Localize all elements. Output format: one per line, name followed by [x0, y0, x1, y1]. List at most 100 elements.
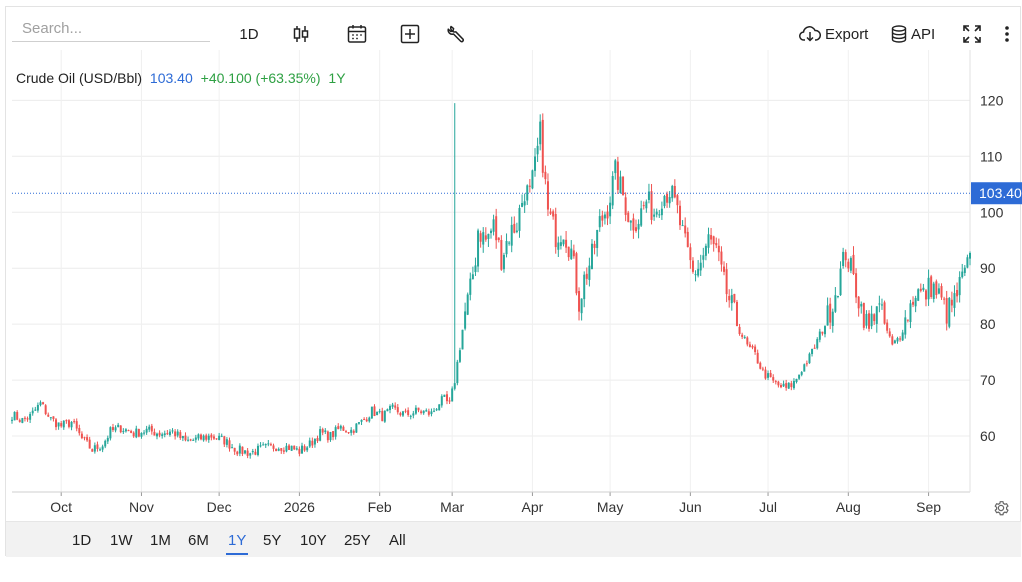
range-1d[interactable]: 1D — [72, 532, 92, 549]
add-indicator-icon[interactable] — [398, 20, 422, 48]
candle-body — [554, 213, 557, 248]
candle-body — [137, 429, 140, 437]
last-price-label: 103.40 — [979, 185, 1022, 201]
candle-body — [417, 407, 420, 411]
candle-body — [500, 239, 503, 270]
candle-body — [60, 423, 63, 427]
candle-body — [811, 348, 814, 355]
candle-body — [101, 446, 104, 450]
legend-price: 103.40 — [149, 70, 193, 86]
candle-body — [557, 242, 560, 250]
candle-body — [477, 230, 480, 267]
range-25y[interactable]: 25Y — [344, 532, 371, 549]
candle-body — [179, 432, 182, 439]
candle-body — [583, 274, 586, 300]
candle-body — [572, 250, 575, 257]
calendar-icon[interactable] — [345, 20, 369, 48]
candle-body — [181, 435, 184, 439]
range-1w[interactable]: 1W — [110, 532, 133, 549]
y-tick-label: 110 — [980, 148, 1003, 164]
candle-body — [663, 195, 666, 207]
candle-body — [207, 435, 210, 440]
candle-body — [31, 410, 34, 414]
x-tick-label: Feb — [368, 499, 392, 515]
candle-body — [917, 289, 920, 301]
candle-body — [627, 212, 630, 222]
candle-body — [956, 290, 959, 297]
candle-body — [399, 413, 402, 416]
candle-body — [803, 364, 806, 372]
candle-body — [777, 381, 780, 386]
candle-body — [948, 297, 951, 327]
candle-body — [790, 383, 793, 388]
wrench-icon[interactable] — [445, 20, 469, 48]
candle-body — [645, 201, 648, 209]
candle-body — [578, 290, 581, 312]
candle-body — [117, 424, 120, 428]
candle-body — [155, 433, 158, 437]
candle-body — [878, 303, 881, 305]
candle-body — [541, 119, 544, 173]
candle-body — [761, 368, 764, 370]
candle-body — [280, 448, 283, 451]
candle-body — [691, 260, 694, 272]
candle-body — [409, 415, 412, 417]
candle-body — [150, 425, 153, 432]
candle-body — [233, 447, 236, 452]
candle-body — [492, 219, 495, 232]
candle-body — [702, 255, 705, 260]
candle-body — [407, 410, 410, 416]
candle-body — [67, 420, 70, 427]
candle-body — [523, 201, 526, 206]
candle-body — [487, 233, 490, 239]
candle-body — [311, 440, 314, 446]
range-5y[interactable]: 5Y — [263, 532, 282, 549]
range-10y[interactable]: 10Y — [300, 532, 327, 549]
candle-body — [86, 437, 89, 441]
candle-body — [754, 346, 757, 353]
candle-body — [710, 235, 713, 240]
range-6m[interactable]: 6M — [188, 532, 209, 549]
candle-body — [65, 420, 68, 422]
x-tick-label: Jun — [679, 499, 702, 515]
more-vert-icon[interactable] — [1000, 20, 1014, 48]
candle-body — [782, 383, 785, 387]
fullscreen-icon[interactable] — [960, 20, 984, 48]
candle-body — [886, 322, 889, 331]
candle-body — [215, 438, 218, 440]
candle-body — [448, 400, 451, 402]
candle-body — [453, 383, 456, 389]
candle-body — [425, 410, 428, 412]
candle-body — [539, 121, 542, 145]
candle-body — [870, 313, 873, 327]
candle-body — [619, 176, 622, 194]
candle-body — [614, 160, 617, 174]
gear-icon[interactable] — [992, 499, 1010, 522]
candle-body — [937, 288, 940, 294]
candle-body — [471, 274, 474, 280]
candle-body — [440, 396, 443, 406]
range-all[interactable]: All — [389, 532, 406, 549]
candle-body — [75, 421, 78, 429]
range-1m[interactable]: 1M — [150, 532, 171, 549]
candle-body — [767, 373, 770, 378]
api-button[interactable]: API — [891, 20, 941, 48]
x-tick-label: Oct — [50, 499, 72, 515]
candlestick-icon[interactable] — [289, 20, 313, 48]
candle-body — [306, 447, 309, 451]
candle-body — [792, 381, 795, 389]
candle-body — [212, 436, 215, 439]
range-1y[interactable]: 1Y — [226, 532, 249, 555]
candle-body — [699, 262, 702, 271]
export-button[interactable]: Export — [799, 20, 875, 48]
interval-button[interactable]: 1D — [239, 25, 259, 43]
candle-body — [912, 301, 915, 305]
candle-body — [57, 422, 60, 427]
candle-body — [497, 237, 500, 241]
candle-body — [148, 426, 151, 430]
search-input[interactable] — [12, 16, 210, 42]
candle-body — [383, 410, 386, 422]
candle-body — [518, 207, 521, 231]
candle-body — [39, 402, 42, 406]
